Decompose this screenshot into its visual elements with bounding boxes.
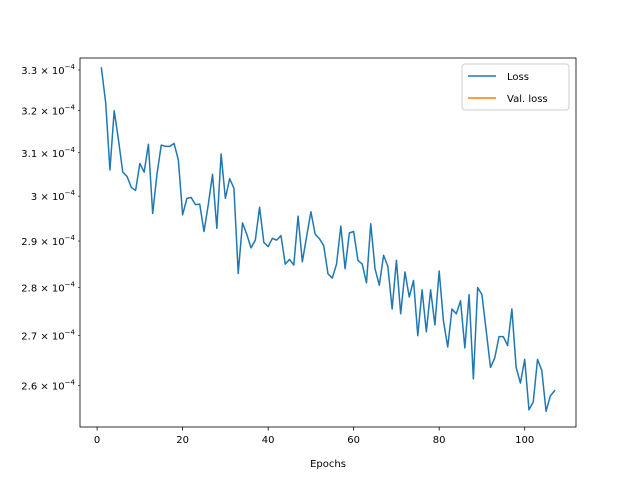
legend-label-0: Loss <box>507 72 529 83</box>
y-tick-label: 2.9 × 10−4 <box>21 234 75 248</box>
x-axis-ticks: 0 20 40 60 80 100 <box>94 427 534 446</box>
y-tick-label: 2.6 × 10−4 <box>21 379 75 393</box>
y-tick-label: 3.1 × 10−4 <box>21 146 75 160</box>
x-tick-label: 20 <box>176 435 189 446</box>
y-tick-label: 2.8 × 10−4 <box>21 281 75 295</box>
y-tick-label: 3.2 × 10−4 <box>21 104 75 118</box>
x-tick-label: 60 <box>347 435 360 446</box>
y-axis-ticks: 2.6 × 10−4 2.7 × 10−4 2.8 × 10−4 2.9 × 10−4… <box>21 63 80 393</box>
x-tick-label: 0 <box>94 435 100 446</box>
legend: Loss Val. loss <box>461 63 570 111</box>
axes-frame <box>79 57 577 428</box>
x-axis-label: Epochs <box>310 459 346 470</box>
y-tick-label: 2.7 × 10−4 <box>21 329 75 343</box>
legend-label-1: Val. loss <box>507 94 548 105</box>
plot-area <box>100 67 556 413</box>
x-tick-label: 40 <box>262 435 275 446</box>
x-tick-label: 80 <box>433 435 446 446</box>
y-tick-label: 3.3 × 10−4 <box>21 63 75 77</box>
series-line-0 <box>100 67 556 413</box>
y-tick-label: 3 × 10−4 <box>31 189 76 203</box>
x-tick-label: 100 <box>515 435 534 446</box>
